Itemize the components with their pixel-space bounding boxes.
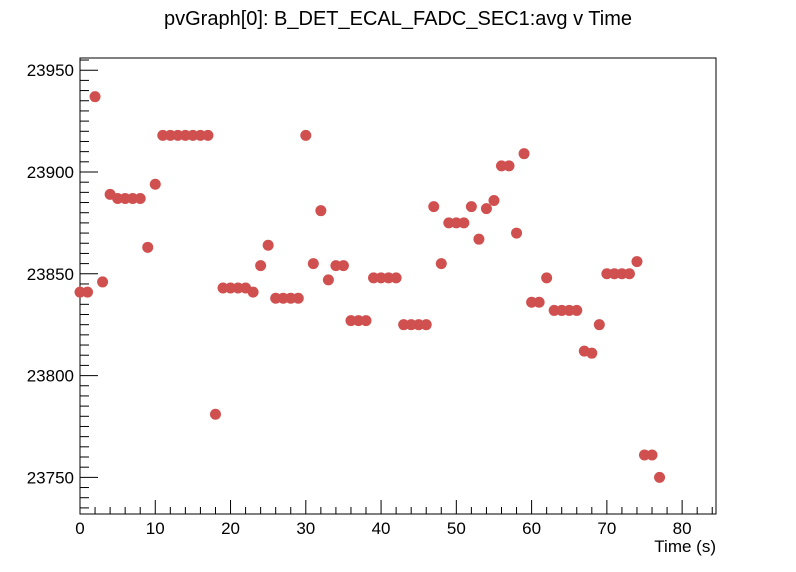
data-point bbox=[149, 178, 161, 190]
data-point bbox=[225, 282, 237, 294]
data-point bbox=[458, 217, 470, 229]
y-tick-label: 23900 bbox=[27, 163, 74, 182]
data-point bbox=[217, 282, 229, 294]
data-point bbox=[292, 292, 304, 304]
data-point bbox=[616, 268, 628, 280]
data-point bbox=[631, 256, 643, 268]
x-axis-title: Time (s) bbox=[654, 537, 716, 556]
data-point bbox=[638, 449, 650, 461]
data-point bbox=[277, 292, 289, 304]
x-tick-label: 30 bbox=[296, 519, 315, 538]
data-point bbox=[337, 260, 349, 272]
data-point bbox=[646, 449, 658, 461]
data-point bbox=[533, 296, 545, 308]
data-point bbox=[330, 260, 342, 272]
data-point bbox=[526, 296, 538, 308]
data-point bbox=[571, 304, 583, 316]
data-point bbox=[74, 286, 86, 298]
plot-frame bbox=[79, 57, 717, 515]
data-point bbox=[112, 192, 124, 204]
x-axis: 0 10 20 30 40 50 60 70 80 bbox=[75, 500, 713, 538]
data-point bbox=[450, 217, 462, 229]
data-point bbox=[202, 129, 214, 141]
data-point bbox=[473, 233, 485, 245]
data-point bbox=[352, 315, 364, 327]
data-point bbox=[428, 201, 440, 213]
y-tick-label: 23850 bbox=[27, 265, 74, 284]
x-tick-label: 50 bbox=[447, 519, 466, 538]
data-point bbox=[97, 276, 109, 288]
data-point bbox=[623, 268, 635, 280]
data-point bbox=[285, 292, 297, 304]
data-point bbox=[375, 272, 387, 284]
data-point bbox=[601, 268, 613, 280]
data-point bbox=[255, 260, 267, 272]
data-point bbox=[495, 160, 507, 172]
data-point bbox=[518, 148, 530, 160]
x-tick-label: 20 bbox=[221, 519, 240, 538]
data-point bbox=[541, 272, 553, 284]
chart-title: pvGraph[0]: B_DET_ECAL_FADC_SEC1:avg v T… bbox=[164, 8, 632, 30]
data-point bbox=[503, 160, 515, 172]
data-point bbox=[134, 192, 146, 204]
data-point bbox=[82, 286, 94, 298]
data-point bbox=[179, 129, 191, 141]
data-point bbox=[119, 192, 131, 204]
y-tick-label: 23800 bbox=[27, 367, 74, 386]
data-point bbox=[443, 217, 455, 229]
data-point bbox=[593, 319, 605, 331]
data-point bbox=[556, 304, 568, 316]
data-point bbox=[270, 292, 282, 304]
data-point bbox=[315, 205, 327, 217]
data-point bbox=[368, 272, 380, 284]
data-point bbox=[420, 319, 432, 331]
data-point bbox=[383, 272, 395, 284]
data-point bbox=[465, 201, 477, 213]
data-point bbox=[232, 282, 244, 294]
data-point bbox=[187, 129, 199, 141]
data-point bbox=[172, 129, 184, 141]
data-point bbox=[209, 408, 221, 420]
data-point bbox=[322, 274, 334, 286]
data-point bbox=[405, 319, 417, 331]
data-point bbox=[398, 319, 410, 331]
data-point bbox=[360, 315, 372, 327]
data-point bbox=[164, 129, 176, 141]
data-point bbox=[247, 286, 259, 298]
data-point bbox=[89, 91, 101, 103]
data-point bbox=[194, 129, 206, 141]
data-point bbox=[157, 129, 169, 141]
y-tick-label: 23750 bbox=[27, 468, 74, 487]
y-axis: 23750 23800 23850 23900 23950 bbox=[27, 59, 98, 509]
x-tick-label: 80 bbox=[673, 519, 692, 538]
x-tick-label: 60 bbox=[522, 519, 541, 538]
data-point bbox=[307, 258, 319, 270]
data-point bbox=[548, 304, 560, 316]
data-point bbox=[488, 195, 500, 206]
data-point bbox=[345, 315, 357, 327]
data-point bbox=[300, 129, 312, 141]
data-point bbox=[262, 239, 274, 251]
data-point bbox=[563, 304, 575, 316]
data-point bbox=[390, 272, 402, 284]
data-point bbox=[608, 268, 620, 280]
data-point bbox=[142, 241, 154, 253]
data-point bbox=[654, 471, 666, 483]
data-point bbox=[127, 192, 139, 204]
data-point bbox=[480, 203, 492, 215]
x-tick-label: 0 bbox=[75, 519, 84, 538]
data-point bbox=[413, 319, 425, 331]
data-points bbox=[74, 91, 666, 483]
data-point bbox=[435, 258, 447, 270]
data-point bbox=[511, 227, 523, 239]
x-tick-label: 10 bbox=[146, 519, 165, 538]
y-tick-label: 23950 bbox=[27, 61, 74, 80]
x-tick-label: 40 bbox=[372, 519, 391, 538]
x-tick-label: 70 bbox=[597, 519, 616, 538]
data-point bbox=[586, 347, 598, 359]
